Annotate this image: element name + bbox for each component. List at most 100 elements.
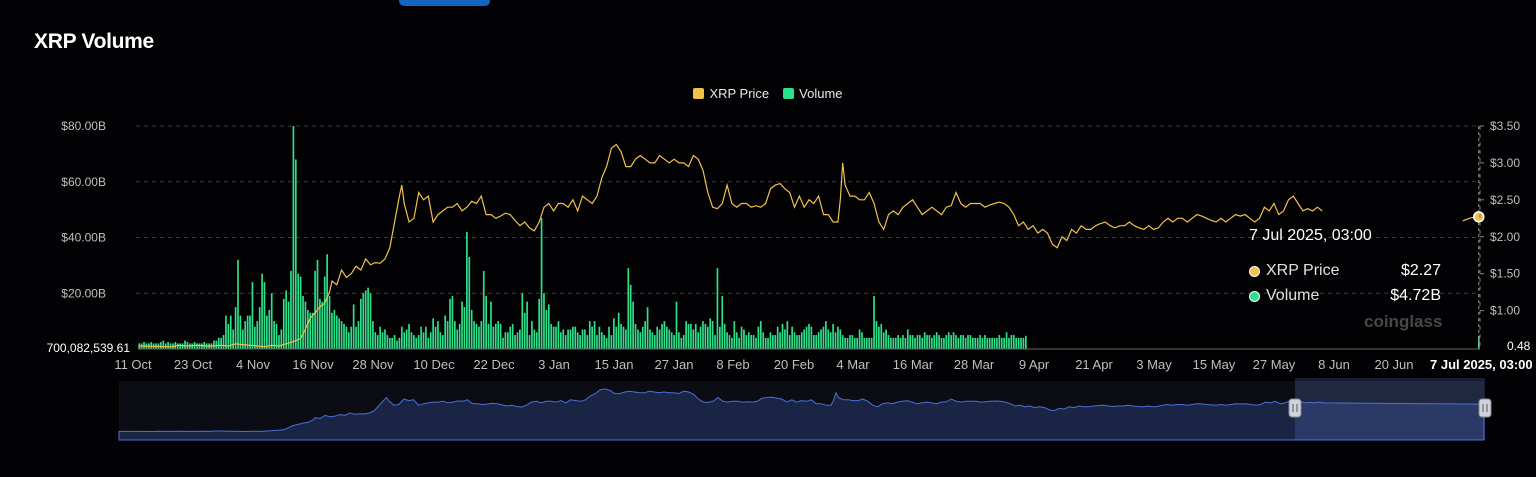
volume-bar <box>622 326 625 349</box>
volume-bar <box>764 337 767 349</box>
tooltip-volume-label: Volume <box>1266 287 1320 304</box>
volume-bar <box>410 332 413 349</box>
y-right-min-label: 0.48 <box>1507 339 1531 353</box>
volume-bar <box>466 231 468 349</box>
volume-bar <box>453 321 456 349</box>
volume-bar <box>906 329 909 349</box>
volume-bar <box>911 335 914 349</box>
navigator-handle-left[interactable] <box>1288 398 1302 418</box>
volume-bar <box>473 321 475 349</box>
volume-bar <box>328 296 331 349</box>
volume-bar <box>417 335 420 349</box>
volume-bar <box>918 335 921 349</box>
volume-bar <box>719 326 721 349</box>
volume-bar <box>413 335 415 349</box>
x-tick: 23 Oct <box>174 357 213 372</box>
volume-bar <box>673 335 675 349</box>
y-right-tick: $3.50 <box>1490 119 1520 133</box>
volume-bar <box>692 329 695 349</box>
legend-item-price[interactable]: XRP Price <box>693 86 769 101</box>
volume-bar <box>323 276 326 349</box>
volume-bar <box>625 329 627 349</box>
volume-bar <box>278 335 280 349</box>
navigator[interactable] <box>118 378 1492 441</box>
volume-bar <box>509 326 512 349</box>
volume-bar <box>820 329 822 349</box>
volume-bar <box>892 337 895 349</box>
volume-bar <box>634 323 637 349</box>
volume-bar <box>735 332 738 349</box>
volume-bar <box>572 326 574 349</box>
volume-bar <box>547 304 550 349</box>
volume-bar <box>270 293 273 349</box>
volume-bar <box>685 321 687 349</box>
legend-item-volume[interactable]: Volume <box>783 86 843 101</box>
volume-bar <box>543 293 545 349</box>
volume-bar <box>432 318 434 349</box>
volume-bar <box>615 326 618 349</box>
volume-bar <box>697 332 700 349</box>
volume-bar <box>374 332 377 349</box>
volume-bar <box>803 329 806 349</box>
volume-bar <box>762 332 765 349</box>
volume-bar <box>531 321 533 349</box>
volume-bar <box>415 337 418 349</box>
volume-bar <box>244 321 247 349</box>
volume-bar <box>878 326 880 349</box>
watermark: coinglass <box>1364 312 1443 331</box>
volume-bar <box>861 332 863 349</box>
x-tick: 28 Mar <box>954 357 995 372</box>
volume-bar <box>249 315 251 349</box>
volume-bar <box>909 335 912 349</box>
volume-bar <box>526 301 528 349</box>
volume-bar <box>1024 335 1027 349</box>
volume-bar <box>656 326 659 349</box>
volume-bar <box>588 321 591 349</box>
volume-bar <box>217 337 220 349</box>
volume-bar <box>649 329 651 349</box>
x-tick: 3 May <box>1136 357 1172 372</box>
volume-bar <box>981 337 984 349</box>
volume-bar <box>550 323 553 349</box>
volume-bar <box>759 321 762 349</box>
volume-bar <box>275 323 278 349</box>
volume-bar <box>552 326 555 349</box>
volume-bar <box>904 337 907 349</box>
volume-bar <box>743 329 745 349</box>
volume-bar <box>812 335 815 349</box>
volume-bar <box>333 309 336 349</box>
y-right-tick: $1.50 <box>1490 267 1520 281</box>
volume-bar <box>865 337 868 349</box>
volume-bar <box>699 326 702 349</box>
volume-bar <box>596 335 598 349</box>
volume-bar <box>514 335 516 349</box>
x-tick-current: 7 Jul 2025, 03:00 <box>1430 357 1533 372</box>
volume-bar <box>923 332 926 349</box>
navigator-handle-right[interactable] <box>1478 398 1492 418</box>
top-tab-indicator[interactable] <box>399 0 490 6</box>
volume-bar <box>844 337 846 349</box>
volume-bar <box>988 337 991 349</box>
axes: $20.00B $40.00B $60.00B $80.00B 700,082,539.… <box>47 119 1536 373</box>
x-tick: 4 Mar <box>836 357 870 372</box>
volume-bar <box>952 332 955 349</box>
volume-bar <box>297 273 300 349</box>
volume-bar <box>940 337 943 349</box>
volume-bar <box>437 321 439 349</box>
volume-bar <box>682 335 685 349</box>
volume-swatch <box>783 88 795 99</box>
volume-bar <box>993 337 996 349</box>
volume-bar <box>858 329 861 349</box>
volume-bar <box>641 326 644 349</box>
volume-bar <box>364 290 367 349</box>
volume-bar <box>314 270 316 349</box>
volume-bar <box>579 335 581 349</box>
volume-bar <box>885 329 887 349</box>
volume-bar <box>702 321 704 349</box>
volume-bar <box>367 287 369 349</box>
volume-bar <box>986 337 989 349</box>
volume-bar <box>352 304 355 349</box>
volume-bar <box>887 335 890 349</box>
volume-bar <box>160 342 162 349</box>
